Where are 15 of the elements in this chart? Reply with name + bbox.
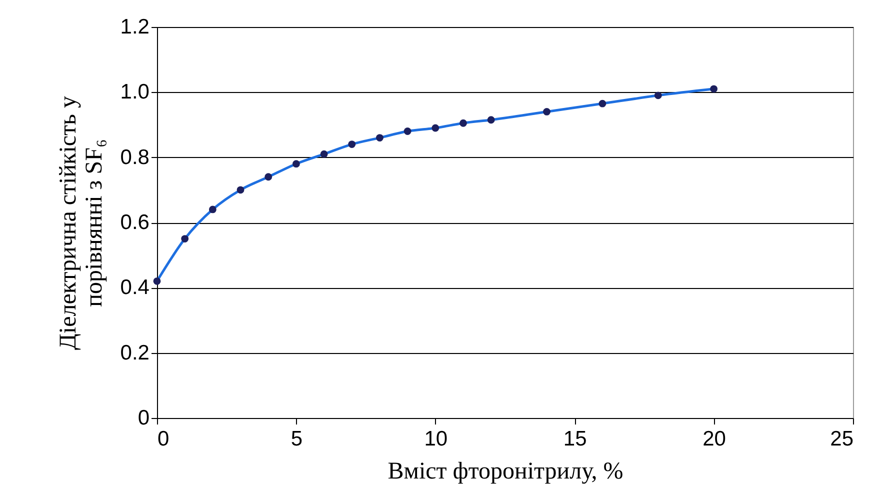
x-tick-label: 0 (158, 428, 170, 450)
x-tick-label: 25 (830, 428, 854, 450)
y-tick-label: 1.2 (120, 16, 150, 38)
y-axis-title: Діелектрична стійкість у порівнянні з SF₆ (55, 96, 108, 350)
x-tick-label: 20 (702, 428, 726, 450)
y-tick-label: 0.2 (120, 341, 150, 364)
y-tick-label: 0.8 (120, 146, 150, 169)
y-tick-label: 0.6 (120, 211, 150, 234)
x-tick-label: 10 (424, 428, 448, 450)
y-tick-label: 0 (138, 406, 150, 430)
y-tick-label: 1.0 (120, 80, 150, 104)
x-axis-title: Вміст фторонітрилу, % (388, 458, 624, 484)
y-tick-label: 0.4 (120, 276, 150, 300)
x-tick-label: 15 (563, 428, 587, 450)
x-tick-label: 5 (290, 428, 303, 450)
